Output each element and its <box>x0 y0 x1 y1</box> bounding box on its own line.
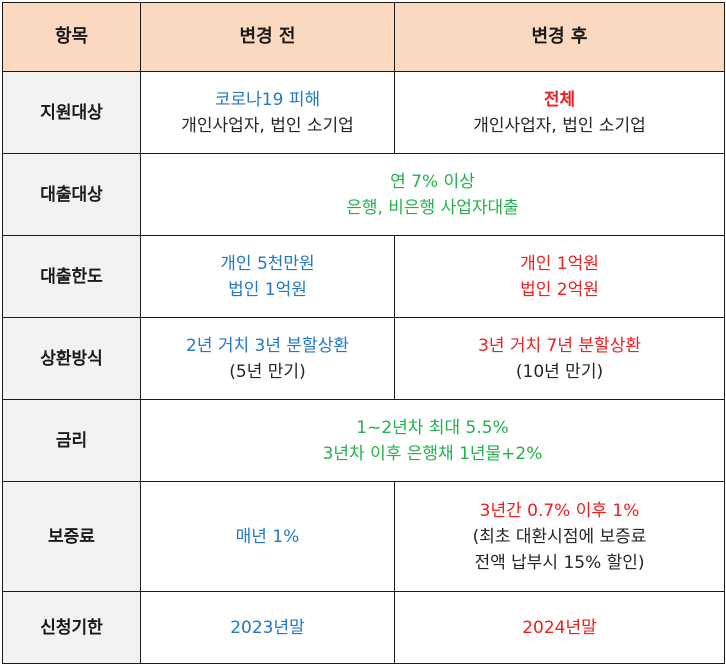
row-support: 지원대상 코로나19 피해 개인사업자, 법인 소기업 전체 개인사업자, 법인… <box>2 71 725 154</box>
guarantee-fee-before-cell: 매년 1% <box>140 481 395 592</box>
row-deadline: 신청기한 2023년말 2024년말 <box>2 591 725 664</box>
header-before: 변경 전 <box>140 2 395 72</box>
repayment-before-line-1: 2년 거치 3년 분할상환 <box>186 335 349 356</box>
deadline-after-cell: 2024년말 <box>394 591 725 664</box>
repayment-after-line-1: 3년 거치 7년 분할상환 <box>478 335 641 356</box>
loan-limit-before-line-2: 법인 1억원 <box>228 279 307 300</box>
repayment-after-line-2: (10년 만기) <box>515 361 604 382</box>
header-row: 항목 변경 전 변경 후 <box>2 2 725 72</box>
row-interest: 금리 1~2년차 최대 5.5% 3년차 이후 은행채 1년물+2% <box>2 399 725 482</box>
interest-line-1: 1~2년차 최대 5.5% <box>356 417 509 438</box>
loan-limit-before-cell: 개인 5천만원 법인 1억원 <box>140 235 395 318</box>
loan-target-line-1: 연 7% 이상 <box>390 171 475 192</box>
header-after: 변경 후 <box>394 2 725 72</box>
row-label-support: 지원대상 <box>2 71 141 154</box>
row-label-guarantee-fee: 보증료 <box>2 481 141 592</box>
interest-common-cell: 1~2년차 최대 5.5% 3년차 이후 은행채 1년물+2% <box>140 399 725 482</box>
support-after-line-1: 전체 <box>543 89 576 110</box>
support-before-line-1: 코로나19 피해 <box>214 89 321 110</box>
row-label-loan-target: 대출대상 <box>2 153 141 236</box>
repayment-before-line-2: (5년 만기) <box>229 361 306 382</box>
loan-limit-before-line-1: 개인 5천만원 <box>220 253 315 274</box>
repayment-after-cell: 3년 거치 7년 분할상환 (10년 만기) <box>394 317 725 400</box>
support-after-cell: 전체 개인사업자, 법인 소기업 <box>394 71 725 154</box>
support-before-cell: 코로나19 피해 개인사업자, 법인 소기업 <box>140 71 395 154</box>
guarantee-fee-after-line-1: 3년간 0.7% 이후 1% <box>479 500 640 521</box>
header-item: 항목 <box>2 2 141 72</box>
support-before-line-2: 개인사업자, 법인 소기업 <box>181 115 354 136</box>
loan-target-line-2: 은행, 비은행 사업자대출 <box>346 197 519 218</box>
deadline-before-line-1: 2023년말 <box>230 617 305 638</box>
loan-limit-after-cell: 개인 1억원 법인 2억원 <box>394 235 725 318</box>
row-loan-target: 대출대상 연 7% 이상 은행, 비은행 사업자대출 <box>2 153 725 236</box>
guarantee-fee-after-line-3: 전액 납부시 15% 할인) <box>474 552 645 573</box>
row-label-deadline: 신청기한 <box>2 591 141 664</box>
guarantee-fee-after-cell: 3년간 0.7% 이후 1% (최초 대환시점에 보증료 전액 납부시 15% … <box>394 481 725 592</box>
loan-limit-after-line-2: 법인 2억원 <box>520 279 599 300</box>
interest-line-2: 3년차 이후 은행채 1년물+2% <box>322 443 543 464</box>
loan-limit-after-line-1: 개인 1억원 <box>520 253 599 274</box>
row-label-repayment: 상환방식 <box>2 317 141 400</box>
loan-target-common-cell: 연 7% 이상 은행, 비은행 사업자대출 <box>140 153 725 236</box>
support-after-line-2: 개인사업자, 법인 소기업 <box>473 115 646 136</box>
deadline-after-line-1: 2024년말 <box>522 617 597 638</box>
deadline-before-cell: 2023년말 <box>140 591 395 664</box>
guarantee-fee-after-line-2: (최초 대환시점에 보증료 <box>472 526 647 547</box>
row-label-loan-limit: 대출한도 <box>2 235 141 318</box>
row-guarantee-fee: 보증료 매년 1% 3년간 0.7% 이후 1% (최초 대환시점에 보증료 전… <box>2 481 725 592</box>
repayment-before-cell: 2년 거치 3년 분할상환 (5년 만기) <box>140 317 395 400</box>
row-loan-limit: 대출한도 개인 5천만원 법인 1억원 개인 1억원 법인 2억원 <box>2 235 725 318</box>
row-repayment: 상환방식 2년 거치 3년 분할상환 (5년 만기) 3년 거치 7년 분할상환… <box>2 317 725 400</box>
row-label-interest: 금리 <box>2 399 141 482</box>
guarantee-fee-before-line-1: 매년 1% <box>235 526 300 547</box>
